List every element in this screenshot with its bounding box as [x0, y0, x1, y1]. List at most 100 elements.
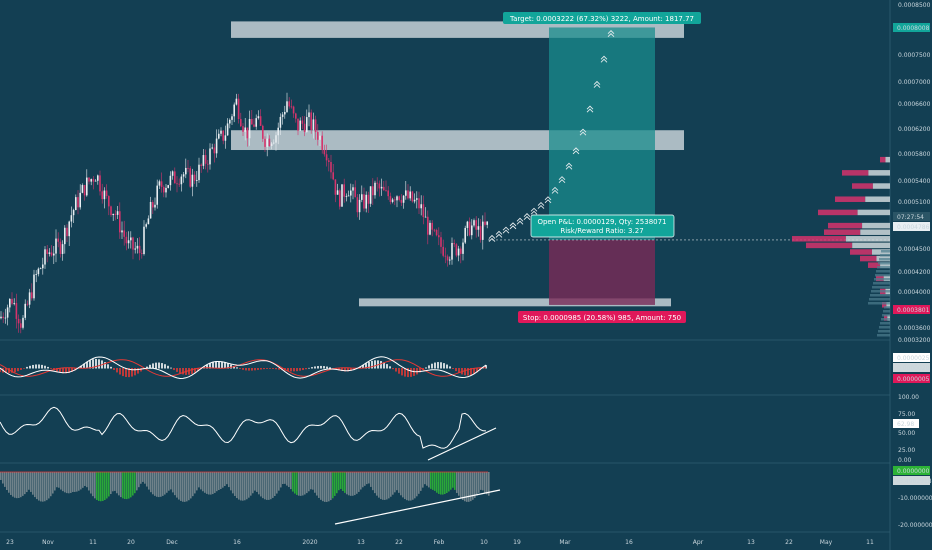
candle-down	[385, 190, 387, 192]
macd-histogram-bar	[158, 362, 160, 369]
date-tick: 11	[866, 539, 874, 546]
candle-down	[422, 204, 425, 218]
momentum-bar	[246, 472, 248, 500]
date-tick: Nov	[42, 539, 54, 546]
momentum-bar	[238, 472, 240, 500]
momentum-bar	[412, 472, 414, 500]
momentum-bar	[456, 472, 458, 493]
momentum-bar	[214, 472, 216, 493]
profile-bar-low	[878, 262, 890, 265]
momentum-bar	[82, 472, 84, 488]
rsi-tick: 0.00	[898, 457, 912, 464]
momentum-bar	[114, 472, 116, 491]
momentum-bar	[310, 472, 312, 490]
momentum-bar-up	[432, 472, 434, 490]
momentum-bar	[88, 472, 90, 491]
macd-histogram-bar	[317, 366, 319, 369]
macd-tick: 0.0000020	[897, 365, 930, 372]
momentum-bar	[328, 472, 330, 502]
candle-down	[378, 183, 381, 189]
momentum-bar	[74, 472, 76, 492]
momentum-bar	[224, 472, 226, 486]
candle-up	[369, 186, 372, 204]
candle-down	[163, 187, 165, 193]
macd-histogram-bar	[332, 368, 334, 369]
momentum-bar	[148, 472, 150, 490]
momentum-bar	[284, 472, 286, 484]
stop-price-badge	[893, 305, 930, 314]
candle-down	[303, 123, 306, 132]
candle-down	[427, 216, 429, 235]
momentum-bar	[220, 472, 222, 490]
momentum-bar	[416, 472, 418, 497]
macd-histogram-bar	[155, 362, 157, 369]
stop-label[interactable]: Stop: 0.0000985 (20.58%) 985, Amount: 75…	[518, 311, 686, 323]
projection-arrow	[586, 105, 594, 113]
candle-down	[292, 106, 295, 114]
momentum-bar	[290, 472, 292, 490]
date-tick: May	[820, 539, 833, 546]
candle-down	[262, 125, 264, 139]
momentum-bar	[308, 472, 310, 492]
momentum-bar-up	[440, 472, 442, 495]
target-zone	[549, 27, 655, 240]
candle-down	[264, 138, 266, 147]
profile-bar-low	[875, 274, 890, 277]
candle-down	[435, 229, 438, 236]
momentum-bar-up	[340, 472, 342, 489]
candle-up	[319, 135, 321, 140]
momentum-bar	[72, 472, 74, 492]
candle-down	[222, 130, 224, 141]
momentum-bar	[36, 472, 38, 500]
momentum-bar	[236, 472, 238, 499]
momentum-bar	[186, 472, 188, 502]
projection-arrow	[572, 147, 580, 155]
candle-up	[48, 252, 51, 254]
projection-arrow	[544, 196, 552, 204]
profile-bar-low	[883, 310, 890, 313]
macd-histogram-bar	[50, 368, 52, 369]
candle-down	[484, 221, 486, 225]
macd-histogram-bar	[122, 368, 124, 377]
macd-histogram-bar	[104, 362, 106, 369]
momentum-bar-up	[126, 472, 128, 500]
momentum-bar	[486, 472, 488, 495]
momentum-bar	[218, 472, 220, 491]
candle-down	[189, 168, 191, 187]
momentum-bar-up	[128, 472, 130, 499]
momentum-bar	[182, 472, 184, 502]
candle-down	[108, 196, 110, 207]
candle-up	[347, 195, 350, 197]
momentum-bar	[330, 472, 332, 501]
momentum-bar	[188, 472, 190, 501]
price-tick: 0.0005100	[898, 199, 931, 206]
profile-bar-up	[862, 222, 890, 229]
macd-histogram-bar	[269, 368, 271, 369]
macd-histogram-bar	[371, 360, 373, 369]
date-tick: Dec	[166, 539, 178, 546]
macd-histogram-bar	[167, 365, 169, 369]
candle-down	[20, 323, 22, 328]
momentum-bar	[426, 472, 428, 486]
macd-histogram-bar	[140, 368, 142, 372]
position-boxes	[549, 27, 655, 305]
date-axis[interactable]: 23 Nov 11 20 Dec 16 2020 13 22 Feb 10 19 Mar 16 Apr 13 2…	[6, 539, 874, 546]
momentum-bar	[264, 472, 266, 500]
candle-up	[466, 221, 469, 228]
candle-up	[167, 185, 169, 188]
profile-bar-down	[842, 170, 869, 176]
momentum-bar	[178, 472, 180, 500]
target-price-text: 0.0008008	[897, 25, 930, 32]
target-label-bg	[503, 12, 701, 24]
price-axis[interactable]: 0.00085000.00080000.00075000.00070000.00…	[893, 2, 932, 529]
macd-histogram-bar	[44, 365, 46, 369]
momentum-bar	[460, 472, 462, 499]
momentum-bar	[226, 472, 228, 485]
candle-up	[244, 127, 246, 132]
target-label[interactable]: Target: 0.0003222 (67.32%) 3222, Amount:…	[503, 12, 701, 24]
momentum-bar	[94, 472, 96, 499]
macd-signal-line	[0, 359, 487, 377]
date-tick: 16	[233, 539, 241, 546]
pnl-label[interactable]: Open P&L: 0.0000129, Qty: 2538071 Risk/R…	[530, 214, 675, 238]
